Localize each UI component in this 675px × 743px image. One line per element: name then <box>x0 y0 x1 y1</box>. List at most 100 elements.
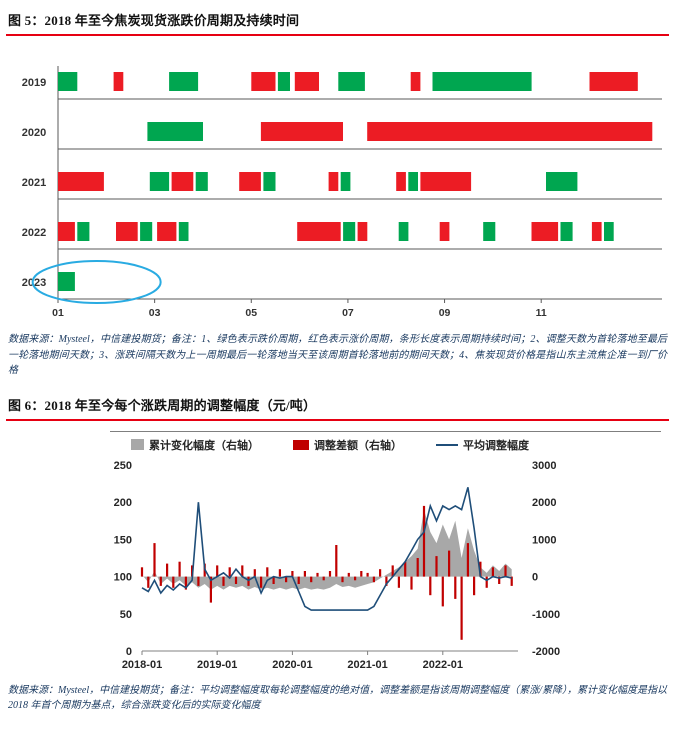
adjustment-diff-bar <box>147 576 150 588</box>
adjustment-diff-bar <box>404 561 407 577</box>
figure6-title: 图 6：2018 年至今每个涨跌周期的调整幅度（元/吨） <box>8 397 317 413</box>
figure6-title-rule <box>6 418 669 421</box>
fall-cycle-bar <box>147 122 203 141</box>
average-adjustment-line <box>141 486 512 611</box>
gantt-x-tick-label: 05 <box>245 307 257 319</box>
rise-cycle-bar <box>367 122 653 141</box>
rise-cycle-bar <box>171 172 194 191</box>
adjustment-diff-bar <box>460 576 463 640</box>
figure5-title: 图 5：2018 年至今焦炭现货涨跌价周期及持续时间 <box>8 13 300 28</box>
adjustment-diff-bar <box>247 576 250 586</box>
adjustment-diff-bar <box>397 576 400 588</box>
figure5-title-rule <box>6 34 669 36</box>
gantt-x-tick-label: 03 <box>149 307 161 319</box>
legend-label-diff: 调整差额（右轴） <box>314 439 402 452</box>
fall-cycle-bar <box>398 222 409 241</box>
adjustment-diff-bar <box>328 570 332 577</box>
adjustment-diff-bar <box>391 564 394 577</box>
adjustment-diff-bar <box>422 505 426 577</box>
fall-cycle-bar <box>178 222 189 241</box>
rise-cycle-bar <box>239 172 261 191</box>
adjustment-diff-bar <box>347 572 350 577</box>
gantt-year-label: 2020 <box>22 127 46 139</box>
legend-average-adjustment: 平均调整幅度 <box>436 437 529 453</box>
adjustment-diff-bar <box>291 570 294 577</box>
adjustment-diff-bar <box>473 576 476 595</box>
chart-frame-line <box>110 430 661 432</box>
adjustment-diff-bar <box>159 576 162 586</box>
fall-cycle-bar <box>340 172 351 191</box>
rise-cycle-bar <box>251 72 276 91</box>
adjustment-diff-bar <box>184 576 187 590</box>
rise-cycle-bar <box>157 222 177 241</box>
adjustment-diff-bar <box>197 576 200 586</box>
rise-cycle-bar <box>439 222 450 241</box>
gantt-x-tick-label: 07 <box>342 307 354 319</box>
rise-cycle-bar <box>113 72 124 91</box>
legend-adjustment-diff: 调整差额（右轴） <box>293 437 402 453</box>
adjustment-diff-bar <box>429 576 432 595</box>
x-axis-tick-label: 2018-01 <box>122 659 162 671</box>
adjustment-diff-bar <box>272 576 275 584</box>
adjustment-diff-bar <box>479 561 482 577</box>
right-axis-tick-label: -1000 <box>532 608 560 620</box>
adjustment-diff-bar <box>366 572 369 577</box>
fall-cycle-bar <box>343 222 356 241</box>
gantt-year-label: 2023 <box>22 277 46 289</box>
fall-cycle-bar <box>58 272 75 291</box>
x-axis-tick-label: 2022-01 <box>423 659 463 671</box>
rise-cycle-bar <box>116 222 138 241</box>
rise-cycle-bar <box>328 172 339 191</box>
gantt-year-label: 2022 <box>22 227 46 239</box>
adjustment-diff-bar <box>297 576 300 584</box>
rise-cycle-bar <box>58 172 104 191</box>
gantt-x-tick-label: 11 <box>536 307 547 319</box>
adjustment-diff-bar <box>322 576 325 580</box>
adjustment-diff-bar <box>485 576 488 588</box>
gantt-year-label: 2021 <box>22 177 46 189</box>
adjustment-diff-bar <box>454 576 457 599</box>
rise-cycle-bar <box>297 222 341 241</box>
x-axis-tick-label: 2020-01 <box>272 659 312 671</box>
fall-cycle-bar <box>432 72 532 91</box>
highlight-ellipse-2023 <box>31 260 162 304</box>
right-axis-tick-label: -2000 <box>532 646 560 658</box>
adjustment-diff-bar <box>253 568 256 577</box>
x-axis-tick-label: 2021-01 <box>347 659 387 671</box>
rise-cycle-bar <box>531 222 559 241</box>
rise-cycle-bar <box>589 72 638 91</box>
left-axis-tick-label: 200 <box>114 497 132 509</box>
figure6-legend: 累计变化幅度（右轴） 调整差额（右轴） 平均调整幅度 <box>104 437 556 453</box>
fall-cycle-bar <box>140 222 153 241</box>
adjustment-diff-bar <box>234 576 238 584</box>
adjustment-diff-bar <box>278 568 281 577</box>
left-axis-tick-label: 150 <box>114 534 132 546</box>
legend-cumulative-change: 累计变化幅度（右轴） <box>131 437 259 453</box>
adjustment-diff-bar <box>172 576 175 588</box>
right-axis-tick-label: 1000 <box>532 534 556 546</box>
adjustment-diff-bar <box>140 566 144 577</box>
fall-cycle-bar <box>408 172 418 191</box>
adjustment-diff-bar <box>435 555 438 577</box>
figure6-combo-chart: 0 50 100 150 200 250 -2000 -1000 0 1000 2000 3000 20… <box>114 460 561 671</box>
adjustment-diff-bar <box>491 566 494 577</box>
gantt-x-tick-label: 01 <box>52 307 64 319</box>
fall-cycle-bar <box>263 172 276 191</box>
fall-cycle-bar <box>77 222 90 241</box>
fall-cycle-bar <box>483 222 496 241</box>
rise-cycle-bar <box>294 72 319 91</box>
area-swatch-icon <box>131 439 144 450</box>
left-axis-tick-label: 50 <box>120 608 132 620</box>
fall-cycle-bar <box>195 172 208 191</box>
fall-cycle-bar <box>560 222 573 241</box>
gantt-x-tick-label: 09 <box>439 307 451 319</box>
legend-label-average: 平均调整幅度 <box>463 439 529 452</box>
fall-cycle-bar <box>546 172 578 191</box>
fall-cycle-bar <box>149 172 170 191</box>
adjustment-diff-bar <box>385 576 388 586</box>
line-swatch-icon <box>436 443 458 446</box>
rise-cycle-bar <box>260 122 343 141</box>
adjustment-diff-bar <box>372 576 375 582</box>
left-axis-tick-label: 0 <box>126 646 132 658</box>
